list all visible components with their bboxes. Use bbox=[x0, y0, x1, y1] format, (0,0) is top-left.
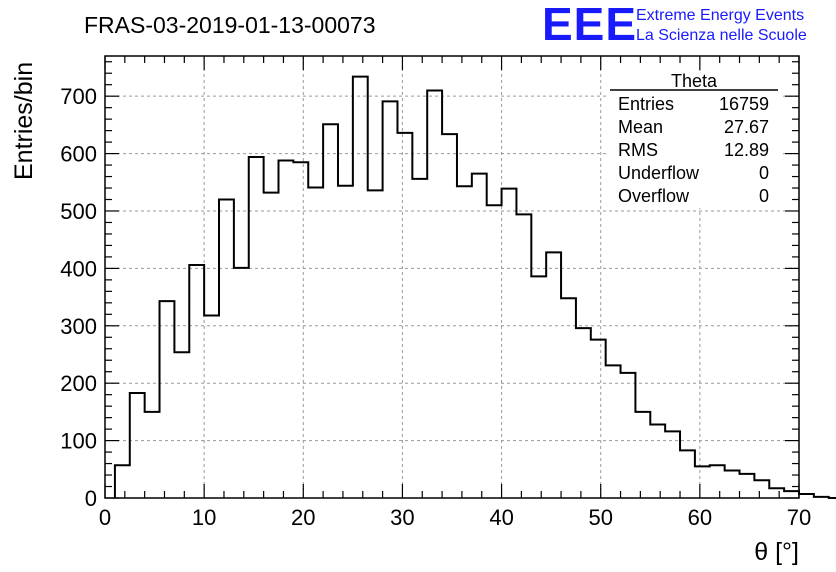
stats-row-value: 12.89 bbox=[724, 140, 769, 160]
stats-row-value: 16759 bbox=[719, 94, 769, 114]
x-tick-label: 30 bbox=[390, 505, 414, 530]
y-tick-label: 400 bbox=[60, 256, 97, 281]
histogram-series bbox=[113, 75, 836, 499]
stats-row-label: Underflow bbox=[618, 163, 700, 183]
stats-row-label: Entries bbox=[618, 94, 674, 114]
y-axis-title: Entries/bin bbox=[10, 62, 38, 180]
y-tick-label: 300 bbox=[60, 314, 97, 339]
x-tick-label: 70 bbox=[787, 505, 811, 530]
x-tick-label: 60 bbox=[688, 505, 712, 530]
stats-box-title: Theta bbox=[671, 71, 718, 91]
y-tick-label: 600 bbox=[60, 142, 97, 167]
x-tick-labels: 0 10 20 30 40 50 60 70 bbox=[99, 505, 811, 530]
y-tick-label: 700 bbox=[60, 84, 97, 109]
eee-logo: EEE Extreme Energy Events La Scienza nel… bbox=[542, 0, 807, 50]
x-tick-label: 20 bbox=[291, 505, 315, 530]
plot-frame bbox=[104, 55, 800, 499]
chart-title: FRAS-03-2019-01-13-00073 bbox=[84, 12, 376, 38]
stats-row-label: Mean bbox=[618, 117, 663, 137]
stats-row-value: 0 bbox=[759, 186, 769, 206]
y-tick-label: 0 bbox=[85, 486, 97, 511]
y-tick-label: 100 bbox=[60, 429, 97, 454]
stats-row-value: 27.67 bbox=[724, 117, 769, 137]
logo-mark: EEE bbox=[542, 0, 637, 50]
y-tick-label: 500 bbox=[60, 199, 97, 224]
stats-row-label: RMS bbox=[618, 140, 658, 160]
x-tick-label: 0 bbox=[99, 505, 111, 530]
y-tick-label: 200 bbox=[60, 371, 97, 396]
x-axis-title: θ [°] bbox=[754, 538, 799, 566]
y-tick-labels: 0 100 200 300 400 500 600 700 bbox=[60, 84, 97, 511]
axis-ticks bbox=[104, 56, 800, 499]
stats-row-value: 0 bbox=[759, 163, 769, 183]
stats-row-label: Overflow bbox=[618, 186, 690, 206]
logo-line-1: Extreme Energy Events bbox=[636, 7, 804, 24]
x-tick-label: 50 bbox=[588, 505, 612, 530]
x-tick-label: 40 bbox=[489, 505, 513, 530]
stats-box: Theta Entries 16759 Mean 27.67 RMS 12.89 Under… bbox=[608, 71, 780, 208]
stats-box-background bbox=[608, 72, 780, 208]
logo-line-2: La Scienza nelle Scuole bbox=[636, 27, 807, 44]
x-tick-label: 10 bbox=[192, 505, 216, 530]
stats-rows: Entries 16759 Mean 27.67 RMS 12.89 Underflow 0 O… bbox=[618, 94, 769, 206]
